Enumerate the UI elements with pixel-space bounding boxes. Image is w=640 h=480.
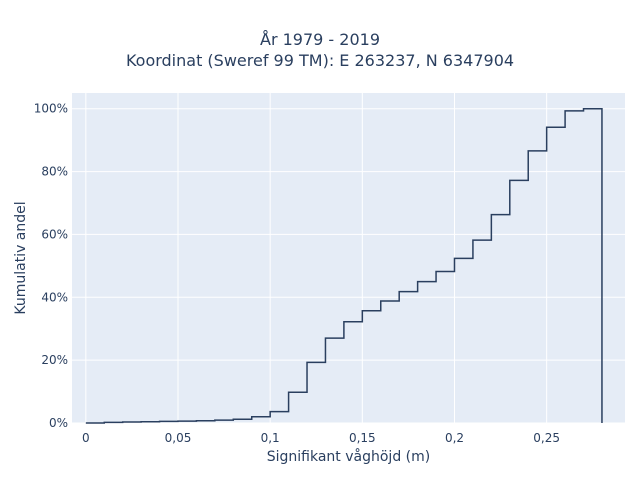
cumulative-step-line: [85, 107, 603, 424]
y-tick-label: 80%: [41, 165, 68, 179]
chart-title-line-2: Koordinat (Sweref 99 TM): E 263237, N 63…: [125, 51, 515, 70]
x-tick-label: 0,25: [533, 431, 560, 445]
x-tick-label: 0: [82, 431, 90, 445]
x-axis-title: Signifikant våghöjd (m): [267, 448, 430, 465]
chart-title-line-1: År 1979 - 2019: [260, 30, 380, 49]
x-tick-label: 0,1: [261, 431, 280, 445]
plot-background: [72, 93, 625, 423]
y-tick-label: 60%: [41, 227, 68, 241]
y-tick-label: 100%: [34, 102, 68, 116]
y-tick-label: 0%: [49, 416, 68, 430]
x-tick-label: 0,15: [349, 431, 376, 445]
y-tick-label: 40%: [41, 290, 68, 304]
x-tick-label: 0,2: [445, 431, 464, 445]
y-tick-label: 20%: [41, 353, 68, 367]
x-tick-label: 0,05: [165, 431, 192, 445]
y-axis-title: Kumulativ andel: [13, 201, 29, 314]
